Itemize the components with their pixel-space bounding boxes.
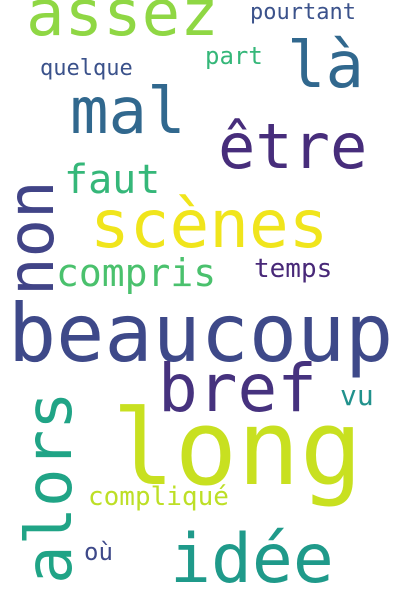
word-non: non [0,180,64,296]
word-etre: être [218,116,367,178]
word-pourtant: pourtant [250,2,356,24]
word-part: part [205,44,263,68]
word-complique: compliqué [88,484,229,510]
word-assez: assez [26,0,219,46]
word-alors: alors [18,391,82,584]
word-scenes: scènes [90,192,328,258]
word-mal: mal [70,80,186,144]
word-la: là [287,34,364,98]
word-ou: où [84,540,113,564]
word-temps: temps [254,256,332,282]
word-idee: idée [170,526,334,594]
